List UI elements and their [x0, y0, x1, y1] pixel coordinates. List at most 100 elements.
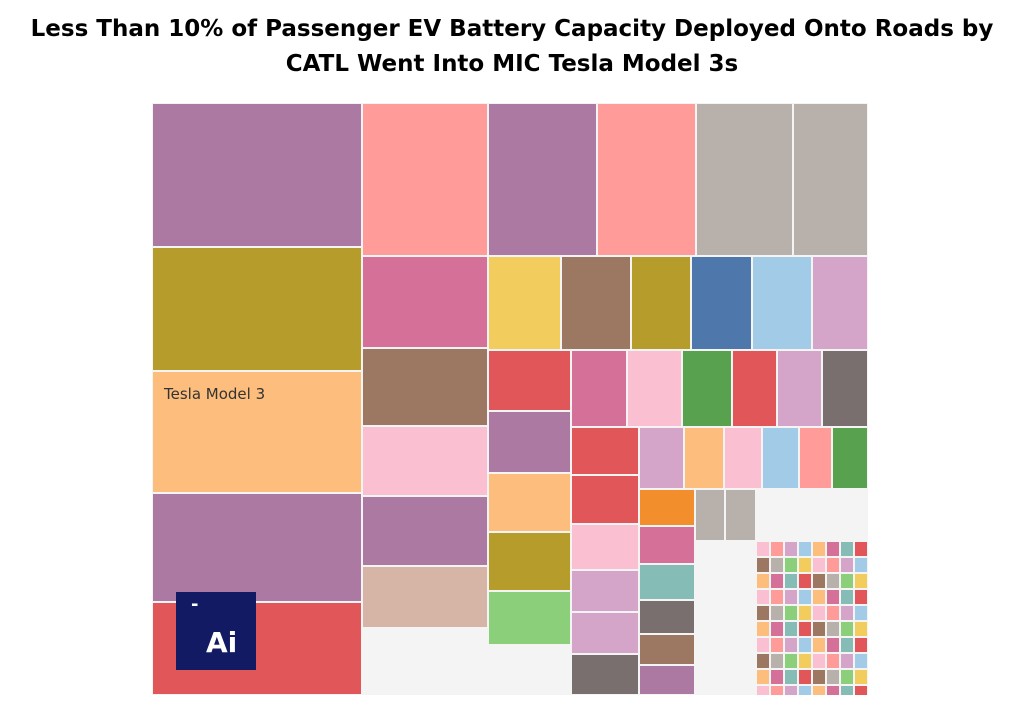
treemap-small-cell — [785, 558, 797, 572]
treemap-cell-3 — [153, 372, 361, 492]
treemap-small-cell — [785, 622, 797, 636]
treemap-cell-33 — [572, 428, 638, 474]
treemap-small-cell — [813, 558, 825, 572]
treemap-small-cell — [757, 542, 769, 556]
treemap-cell-41 — [725, 428, 761, 488]
treemap-cell-13 — [363, 427, 487, 495]
treemap-cell-42 — [763, 428, 798, 488]
treemap-cell-label: Tesla Model 3 — [163, 385, 265, 403]
treemap-cell-17 — [562, 257, 630, 349]
treemap-cell-38 — [572, 655, 638, 694]
treemap-cell-8 — [598, 104, 695, 255]
treemap-cell-35 — [572, 525, 638, 569]
treemap-small-cell — [799, 622, 811, 636]
treemap-small-cell — [799, 574, 811, 588]
treemap-small-cell — [799, 606, 811, 620]
treemap-small-cell — [855, 606, 867, 620]
treemap-cell-25 — [489, 533, 570, 590]
treemap-small-cell — [827, 606, 839, 620]
treemap-small-cell — [785, 638, 797, 652]
treemap-small-cell — [841, 654, 853, 668]
treemap-small-cell — [785, 686, 797, 695]
treemap-small-cell — [799, 558, 811, 572]
treemap-small-cell — [771, 542, 783, 556]
treemap-small-cell — [771, 670, 783, 684]
treemap-small-cell — [841, 558, 853, 572]
treemap-cell-23 — [489, 412, 570, 472]
treemap-small-cell — [841, 606, 853, 620]
logo-text: Ai — [206, 626, 238, 659]
treemap-cell-30 — [733, 351, 776, 426]
treemap-cell-20 — [753, 257, 811, 349]
treemap-cell-47 — [640, 565, 694, 599]
treemap-cell-14 — [363, 497, 487, 565]
treemap-cell-9 — [697, 104, 792, 255]
treemap-cell-34 — [572, 476, 638, 523]
treemap-cell-27 — [572, 351, 626, 426]
treemap: Tesla Model 3 — [152, 103, 868, 695]
treemap-cell-15 — [363, 567, 487, 627]
treemap-small-cell — [771, 558, 783, 572]
treemap-cell-4 — [153, 494, 361, 601]
treemap-cell-31 — [778, 351, 821, 426]
treemap-small-cell — [841, 590, 853, 604]
treemap-small-cell — [855, 590, 867, 604]
treemap-small-cell — [757, 558, 769, 572]
treemap-cell-2 — [153, 248, 361, 370]
treemap-small-cell — [771, 606, 783, 620]
treemap-cell-1 — [153, 104, 361, 246]
treemap-small-cell — [813, 590, 825, 604]
treemap-small-cell — [813, 574, 825, 588]
treemap-cell-36 — [572, 571, 638, 611]
treemap-small-cell — [799, 638, 811, 652]
chart-title-line-1: Less Than 10% of Passenger EV Battery Ca… — [30, 16, 994, 42]
treemap-small-cell — [841, 670, 853, 684]
treemap-cell-21 — [813, 257, 867, 349]
treemap-cell-48 — [640, 601, 694, 633]
treemap-cell-52 — [726, 490, 755, 540]
treemap-small-cell — [855, 670, 867, 684]
treemap-small-cell — [771, 590, 783, 604]
treemap-small-cell — [757, 606, 769, 620]
treemap-small-cell — [771, 622, 783, 636]
treemap-small-cell — [855, 686, 867, 695]
treemap-small-cell — [855, 622, 867, 636]
treemap-small-cell — [813, 638, 825, 652]
treemap-small-cell — [757, 574, 769, 588]
treemap-cell-22 — [489, 351, 570, 410]
ai-logo-badge: - Ai — [176, 592, 256, 670]
treemap-small-cell — [757, 638, 769, 652]
treemap-small-cell — [785, 654, 797, 668]
treemap-small-cell — [827, 590, 839, 604]
treemap-small-cell — [855, 542, 867, 556]
treemap-small-cell — [771, 638, 783, 652]
treemap-small-cell — [785, 590, 797, 604]
treemap-small-cell — [841, 622, 853, 636]
treemap-small-cell — [855, 638, 867, 652]
treemap-small-cell — [813, 606, 825, 620]
treemap-cell-39 — [640, 428, 683, 488]
treemap-small-cell — [757, 654, 769, 668]
treemap-cell-11 — [363, 257, 487, 347]
treemap-small-cell — [757, 622, 769, 636]
treemap-small-cell — [827, 574, 839, 588]
treemap-cell-26 — [489, 592, 570, 644]
treemap-small-cell — [799, 654, 811, 668]
treemap-small-cell — [827, 686, 839, 695]
treemap-small-cell — [827, 542, 839, 556]
chart-title: Less Than 10% of Passenger EV Battery Ca… — [0, 12, 1024, 82]
treemap-small-cell — [855, 558, 867, 572]
treemap-cell-29 — [683, 351, 731, 426]
treemap-cell-51 — [696, 490, 724, 540]
treemap-small-cell — [799, 670, 811, 684]
treemap-cell-46 — [640, 527, 694, 563]
treemap-small-cell — [757, 670, 769, 684]
treemap-cell-6 — [363, 104, 487, 255]
treemap-small-cell — [813, 670, 825, 684]
treemap-small-cell — [841, 638, 853, 652]
treemap-small-cell — [785, 574, 797, 588]
treemap-cell-44 — [833, 428, 867, 488]
treemap-cell-32 — [823, 351, 867, 426]
treemap-small-cell — [841, 686, 853, 695]
treemap-cell-12 — [363, 349, 487, 425]
